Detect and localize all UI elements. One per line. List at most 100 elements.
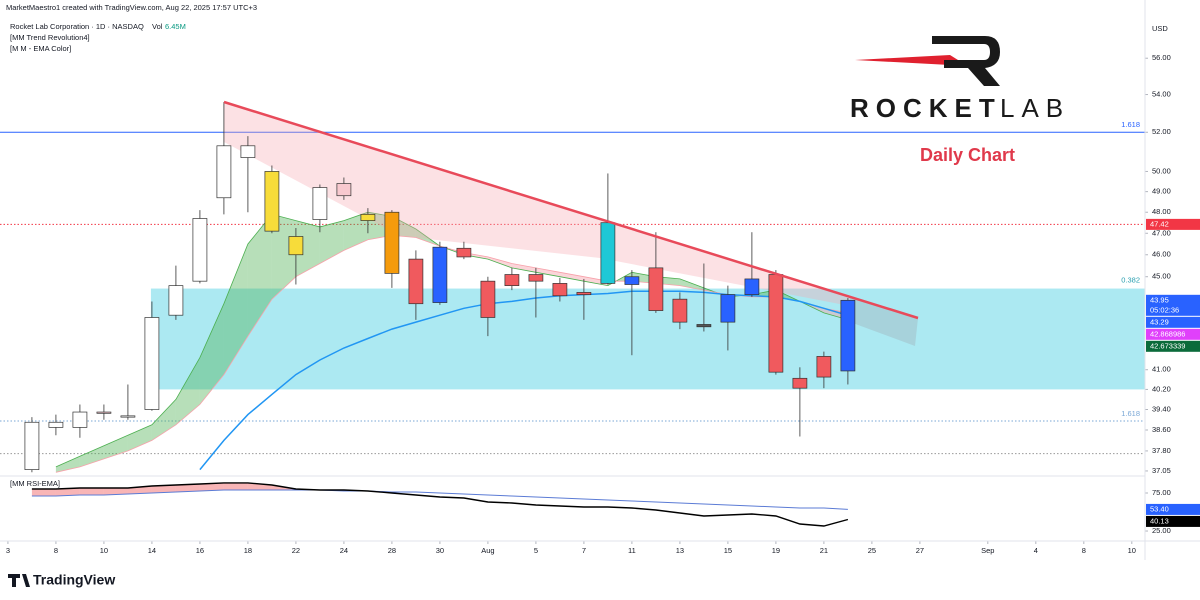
x-tick-label: 18 (244, 546, 252, 555)
x-tick-label: 11 (628, 546, 636, 555)
candle-body (240, 145, 256, 158)
candle-body (216, 145, 232, 199)
rsi-ema-line (31, 489, 848, 510)
candle-body (144, 317, 160, 410)
ema-line (199, 290, 849, 471)
x-tick-label: 5 (534, 546, 538, 555)
candle-body (408, 258, 424, 305)
x-tick-label: 27 (916, 546, 924, 555)
y-tick-label: 47.00 (1152, 228, 1171, 237)
rsi-fill (31, 488, 56, 496)
candle-body (336, 183, 352, 197)
indicator-label: [MM Trend Revolution4] (10, 33, 90, 42)
volume-value: 6.45M (165, 22, 186, 31)
candle-body (96, 411, 112, 414)
x-tick-label: 21 (820, 546, 828, 555)
x-tick-label: 24 (340, 546, 348, 555)
trend-line (223, 100, 919, 320)
candle-body (840, 299, 856, 372)
ribbon-fill (559, 272, 584, 282)
rsi-fill (223, 482, 248, 491)
x-tick-label: Sep (981, 546, 994, 555)
rsi-tag-label: 53.40 (1150, 504, 1169, 513)
y-tick-label: 39.40 (1152, 404, 1171, 413)
candle-body (192, 218, 208, 282)
y-tick-label: 46.00 (1152, 250, 1171, 259)
attribution: MarketMaestro1 created with TradingView.… (6, 3, 257, 12)
logo-mark (932, 36, 1000, 86)
candle-body (360, 213, 376, 221)
candle-body (720, 294, 736, 323)
rsi-tag (1146, 515, 1200, 527)
candle-body (312, 187, 328, 220)
candle-body (48, 421, 64, 428)
x-tick-label: 10 (1128, 546, 1136, 555)
x-tick-label: Aug (481, 546, 494, 555)
x-tick-label: 14 (148, 546, 156, 555)
y-tick-label: 45.00 (1152, 272, 1171, 281)
x-tick-label: 25 (868, 546, 876, 555)
price-tag-label: 42.673339 (1150, 341, 1185, 350)
ribbon-fill (295, 220, 320, 277)
candle-body (72, 411, 88, 428)
volume-label: Vol (152, 22, 163, 31)
y-tick-label: 37.80 (1152, 446, 1171, 455)
candle-body (504, 274, 520, 286)
x-tick-label: 10 (100, 546, 108, 555)
candle-body (456, 247, 472, 258)
x-tick-label: 7 (582, 546, 586, 555)
candle-body (264, 171, 280, 232)
y-tick-label: 37.05 (1152, 466, 1171, 475)
zone-label: 0.382 (1121, 276, 1140, 285)
candle-body (384, 211, 400, 274)
y-tick-label: 50.00 (1152, 166, 1171, 175)
x-tick-label: 4 (1034, 546, 1038, 555)
rsi-fill (175, 484, 200, 492)
candle-body (696, 324, 712, 328)
ribbon-fill (535, 267, 560, 277)
indicator-label: [M M - EMA Color] (10, 44, 71, 53)
ribbon-fill (679, 278, 704, 291)
ribbon-fill (487, 256, 512, 268)
candle-body (552, 283, 568, 297)
zone (150, 288, 1146, 390)
candle-body (624, 276, 640, 285)
candle-body (768, 274, 784, 373)
ribbon-slow (55, 234, 848, 473)
ribbon-fill (79, 445, 104, 467)
x-tick-label: 13 (676, 546, 684, 555)
y-tick-label: 54.00 (1152, 90, 1171, 99)
x-tick-label: 16 (196, 546, 204, 555)
tv-icon (8, 574, 30, 587)
rsi-tag-label: 40.13 (1150, 516, 1169, 525)
rsi-fill (55, 487, 80, 496)
y-tick-label: 38.60 (1152, 425, 1171, 434)
ribbon-fill (319, 220, 344, 264)
candle-body (744, 278, 760, 295)
price-tag (1146, 340, 1200, 352)
candle-body (432, 246, 448, 303)
y-tick-label: 40.20 (1152, 384, 1171, 393)
rsi-fill (199, 482, 224, 492)
candle-body (480, 280, 496, 318)
x-tick-label: 8 (54, 546, 58, 555)
candle-body (672, 298, 688, 323)
price-tag (1146, 294, 1200, 316)
logo-swoosh (855, 55, 958, 65)
rsi-fill (151, 484, 176, 493)
price-tag-label: 43.95 (1150, 295, 1169, 304)
ribbon-fill (127, 424, 152, 451)
x-tick-label: 19 (772, 546, 780, 555)
x-tick-label: 3 (6, 546, 10, 555)
price-tag (1146, 328, 1200, 340)
ribbon-fill (223, 243, 248, 375)
ribbon-fill (271, 214, 296, 300)
level-label: 1.618 (1121, 120, 1140, 129)
rsi-y-tick-label: 25.00 (1152, 526, 1171, 535)
y-tick-label: 49.00 (1152, 187, 1171, 196)
footer-logo: TradingView (8, 572, 115, 588)
logo-text: LAB (1000, 93, 1070, 123)
countdown: 05:02:36 (1150, 305, 1179, 314)
